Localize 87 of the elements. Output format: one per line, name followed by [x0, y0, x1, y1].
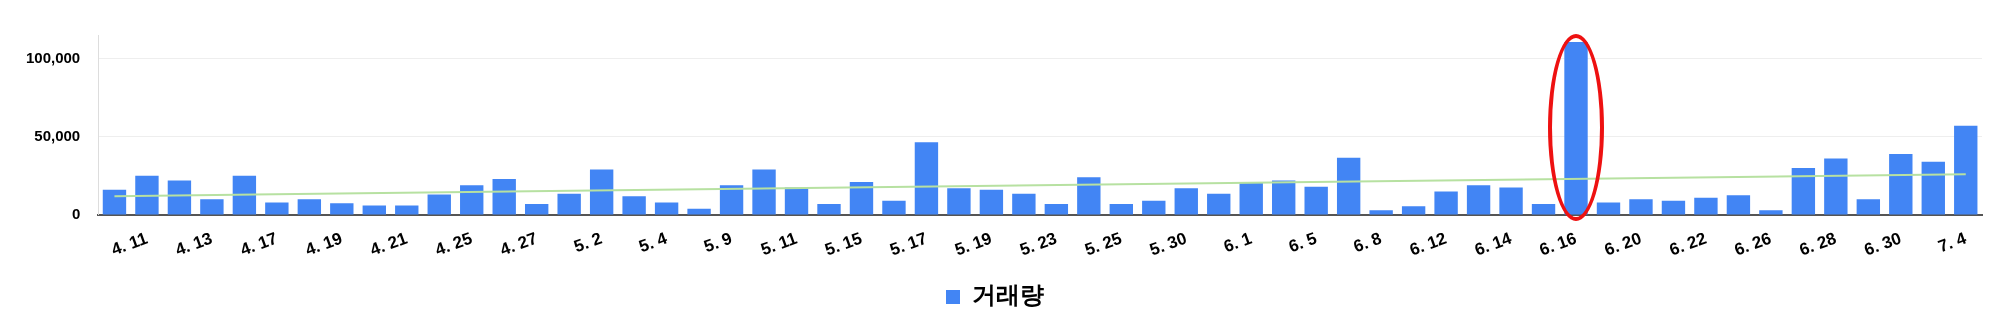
bar — [1434, 191, 1458, 215]
x-tick-label: 4. 17 — [237, 228, 280, 260]
x-tick-label: 6. 8 — [1350, 228, 1385, 257]
bar — [1824, 158, 1848, 215]
x-tick-label: 6. 30 — [1861, 228, 1904, 260]
x-tick-label: 4. 13 — [172, 228, 215, 260]
x-tick-label: 4. 25 — [432, 228, 475, 260]
bar — [1207, 193, 1231, 215]
bar — [1856, 199, 1881, 215]
x-tick-label: 5. 9 — [701, 228, 735, 257]
bar — [1661, 200, 1686, 215]
x-tick-label: 6. 28 — [1796, 228, 1839, 260]
bar — [1954, 125, 1978, 215]
bar — [102, 189, 127, 215]
bar — [265, 202, 289, 215]
legend-label: 거래량 — [972, 281, 1044, 310]
x-tick-label: 5. 30 — [1147, 228, 1190, 260]
bar — [1142, 200, 1166, 215]
bar — [1889, 153, 1913, 215]
y-tick-label: 0 — [71, 205, 81, 223]
bar — [719, 185, 744, 215]
x-tick-label: 4. 19 — [302, 228, 345, 260]
x-tick-label: 5. 11 — [758, 228, 800, 260]
bar — [1077, 177, 1101, 215]
bar — [1272, 180, 1296, 215]
bar — [1499, 187, 1523, 215]
x-tick-label: 5. 19 — [952, 228, 995, 260]
bar — [979, 189, 1004, 215]
bar — [1012, 193, 1036, 215]
x-tick-label: 5. 4 — [636, 228, 671, 257]
bar — [200, 199, 224, 215]
y-tick-label: 100,000 — [25, 48, 81, 66]
bar — [1791, 167, 1816, 215]
bar — [232, 175, 257, 215]
x-tick-label: 6. 14 — [1472, 228, 1515, 260]
x-tick-label: 6. 20 — [1601, 228, 1644, 260]
x-tick-label: 4. 21 — [367, 228, 410, 260]
bar — [1759, 210, 1783, 215]
bar — [1466, 185, 1491, 215]
x-tick-label: 6. 16 — [1536, 228, 1579, 260]
bar — [947, 188, 971, 215]
bar — [1596, 202, 1621, 215]
bar — [1239, 182, 1263, 215]
bar — [1629, 199, 1653, 215]
bar — [297, 199, 322, 215]
x-tick-label: 5. 25 — [1082, 228, 1125, 260]
bar — [1044, 203, 1069, 215]
bar — [1726, 195, 1751, 215]
bar — [784, 187, 809, 215]
bar — [1401, 206, 1426, 215]
bar — [589, 169, 614, 215]
bar — [914, 142, 939, 215]
x-tick-label: 5. 15 — [822, 228, 865, 260]
bar — [622, 196, 646, 215]
bar — [167, 180, 192, 215]
bar — [1109, 203, 1133, 215]
x-tick-label: 7. 4 — [1935, 228, 1970, 257]
x-tick-label: 4. 11 — [108, 228, 150, 260]
bar — [1921, 161, 1945, 215]
bar — [752, 169, 776, 215]
bar — [1336, 157, 1361, 215]
x-tick-label: 5. 23 — [1017, 228, 1060, 260]
bar — [654, 202, 679, 215]
x-tick-label: 6. 26 — [1731, 228, 1774, 260]
bar — [1304, 186, 1328, 215]
bar — [817, 203, 841, 215]
bar — [1694, 197, 1718, 215]
bar — [1531, 203, 1556, 215]
y-tick-label: 50,000 — [34, 126, 81, 144]
x-tick-label: 6. 5 — [1286, 228, 1320, 257]
bar — [882, 200, 906, 215]
x-tick-label: 6. 12 — [1407, 228, 1450, 260]
bar — [330, 203, 354, 215]
bar — [135, 175, 159, 215]
x-tick-label: 5. 2 — [571, 228, 605, 257]
bar — [525, 203, 549, 215]
bar — [1369, 210, 1393, 215]
bar — [460, 185, 484, 215]
x-tick-label: 6. 22 — [1666, 228, 1709, 260]
bar — [849, 182, 874, 215]
x-tick-label: 4. 27 — [497, 228, 540, 260]
bar — [1174, 188, 1198, 215]
bar — [557, 193, 581, 215]
bar — [492, 178, 516, 215]
bar — [427, 194, 451, 215]
x-tick-label: 6. 1 — [1221, 228, 1255, 257]
x-tick-label: 5. 17 — [887, 228, 930, 260]
